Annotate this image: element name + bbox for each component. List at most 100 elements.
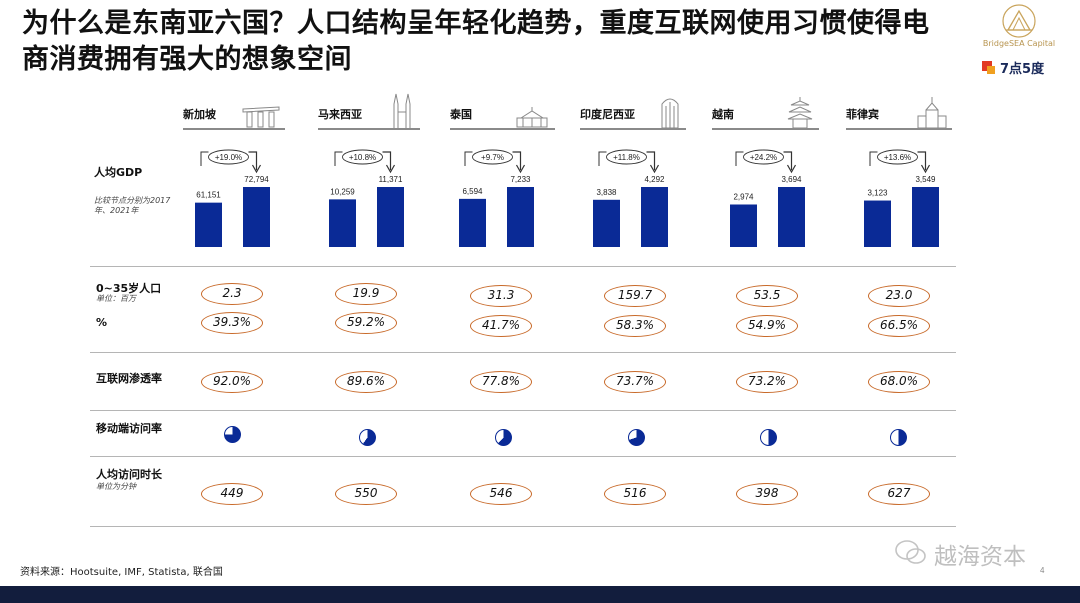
divider bbox=[90, 526, 956, 527]
growth-arrow-right bbox=[248, 151, 258, 170]
page-number: 4 bbox=[1040, 566, 1045, 575]
mobile-share-pie-icon bbox=[224, 426, 241, 443]
time-unit: 单位为分钟 bbox=[96, 482, 136, 491]
source-note: 资料来源：Hootsuite, IMF, Statista, 联合国 bbox=[20, 567, 223, 578]
internet-label: 互联网渗透率 bbox=[96, 372, 162, 385]
divider bbox=[90, 352, 956, 353]
pop-value: 159.7 bbox=[604, 285, 666, 307]
page-title: 为什么是东南亚六国？人口结构呈年轻化趋势，重度互联网使用习惯使得电商消费拥有强大… bbox=[22, 8, 930, 75]
gdp-bar-chart: 61,151 72,794 +19.0% 10,259 11,371 +10.8% 6,59… bbox=[195, 149, 939, 247]
country-header-thailand: 泰国 bbox=[450, 92, 555, 130]
growth-arrow-right bbox=[646, 151, 656, 170]
gdp-bar-2021 bbox=[778, 187, 805, 247]
growth-bubble bbox=[743, 149, 784, 165]
arrow-head-icon bbox=[786, 164, 797, 174]
growth-bubble bbox=[342, 149, 383, 165]
country-name: 越南 bbox=[712, 108, 734, 121]
pct-value: 41.7% bbox=[470, 315, 532, 337]
partner-logo-square2-icon bbox=[987, 66, 995, 74]
partner-logo-text: 7点5度 bbox=[1000, 62, 1045, 77]
growth-arrow-left bbox=[735, 151, 744, 166]
growth-bubble bbox=[877, 149, 918, 165]
growth-arrow-left bbox=[598, 151, 607, 166]
time-value: 627 bbox=[868, 483, 930, 505]
pagoda-icon bbox=[787, 97, 813, 128]
pct-value: 59.2% bbox=[335, 312, 397, 334]
mobile-label: 移动端访问率 bbox=[96, 422, 162, 435]
country-name: 菲律宾 bbox=[846, 108, 879, 121]
growth-bubble bbox=[208, 149, 249, 165]
gdp-value-label: 10,259 bbox=[330, 187, 355, 196]
gdp-note: 比较节点分别为2017年、2021年 bbox=[94, 196, 171, 215]
country-name: 新加坡 bbox=[183, 108, 216, 121]
country-name: 印度尼西亚 bbox=[580, 108, 635, 121]
pop-value: 53.5 bbox=[736, 285, 798, 307]
arrow-head-icon bbox=[515, 164, 526, 174]
gdp-value-label: 3,549 bbox=[915, 175, 936, 184]
growth-arrow-left bbox=[334, 151, 343, 166]
divider bbox=[90, 266, 956, 267]
mobile-share-pie-icon bbox=[495, 429, 512, 446]
country-header-philippines: 菲律宾 bbox=[846, 92, 952, 130]
arrow-head-icon bbox=[920, 164, 931, 174]
arrow-head-icon bbox=[251, 164, 262, 174]
wechat-icon bbox=[895, 540, 926, 564]
gdp-bar-2017 bbox=[864, 200, 891, 247]
growth-arrow-left bbox=[464, 151, 473, 166]
arrow-head-icon bbox=[385, 164, 396, 174]
pct-value: 66.5% bbox=[868, 315, 930, 337]
growth-arrow-right bbox=[512, 151, 522, 170]
pyramid-logo-icon bbox=[1002, 4, 1036, 38]
time-value: 546 bbox=[470, 483, 532, 505]
gdp-value-label: 7,233 bbox=[510, 175, 531, 184]
gdp-bar-2021 bbox=[377, 187, 404, 247]
pct-value: 39.3% bbox=[201, 312, 263, 334]
internet-value: 77.8% bbox=[470, 371, 532, 393]
pct-value: 54.9% bbox=[736, 315, 798, 337]
petronas-towers-icon bbox=[393, 93, 411, 128]
watermark: 越海资本 bbox=[934, 544, 1026, 570]
growth-label: +19.0% bbox=[215, 153, 242, 162]
mobile-share-pie-icon bbox=[359, 429, 376, 446]
growth-bubble bbox=[472, 149, 513, 165]
time-value: 550 bbox=[335, 483, 397, 505]
thai-temple-icon bbox=[516, 107, 548, 128]
growth-label: +13.6% bbox=[884, 153, 911, 162]
gdp-value-label: 3,838 bbox=[596, 188, 617, 197]
growth-label: +10.8% bbox=[349, 153, 376, 162]
church-icon bbox=[917, 97, 947, 128]
internet-value: 73.7% bbox=[604, 371, 666, 393]
growth-arrow-right bbox=[382, 151, 392, 170]
mobile-share-pie-icon bbox=[628, 429, 645, 446]
growth-arrow-left bbox=[869, 151, 878, 166]
internet-value: 89.6% bbox=[335, 371, 397, 393]
growth-arrow-right bbox=[783, 151, 793, 170]
logo-name: BridgeSEA Capital bbox=[982, 39, 1056, 48]
divider bbox=[90, 456, 956, 457]
gdp-bar-2021 bbox=[243, 187, 270, 247]
pct-label: % bbox=[96, 316, 108, 329]
country-name: 马来西亚 bbox=[318, 108, 362, 121]
gdp-bar-2017 bbox=[730, 204, 757, 247]
country-header-singapore: 新加坡 bbox=[183, 92, 285, 130]
pop-value: 19.9 bbox=[335, 283, 397, 305]
gdp-value-label: 72,794 bbox=[244, 175, 269, 184]
country-name: 泰国 bbox=[450, 108, 472, 121]
time-value: 516 bbox=[604, 483, 666, 505]
pop-value: 2.3 bbox=[201, 283, 263, 305]
gdp-bar-2017 bbox=[593, 199, 620, 247]
gdp-value-label: 6,594 bbox=[462, 187, 483, 196]
pop-unit: 单位：百万 bbox=[96, 294, 136, 303]
country-header-vietnam: 越南 bbox=[712, 92, 819, 130]
pop-value: 23.0 bbox=[868, 285, 930, 307]
mobile-share-pie-icon bbox=[890, 429, 907, 446]
bridgesea-logo: BridgeSEA Capital 7点5度 bbox=[978, 0, 1060, 82]
internet-value: 68.0% bbox=[868, 371, 930, 393]
growth-label: +24.2% bbox=[750, 153, 777, 162]
pct-value: 58.3% bbox=[604, 315, 666, 337]
marina-bay-icon bbox=[242, 106, 280, 128]
time-label: 人均访问时长 bbox=[96, 468, 162, 481]
arrow-head-icon bbox=[649, 164, 660, 174]
gdp-label: 人均GDP bbox=[94, 166, 143, 179]
skyscraper-icon bbox=[661, 98, 679, 128]
